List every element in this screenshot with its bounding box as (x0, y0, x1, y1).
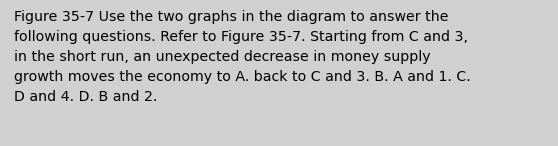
Text: Figure 35-7 Use the two graphs in the diagram to answer the
following questions.: Figure 35-7 Use the two graphs in the di… (14, 10, 471, 104)
